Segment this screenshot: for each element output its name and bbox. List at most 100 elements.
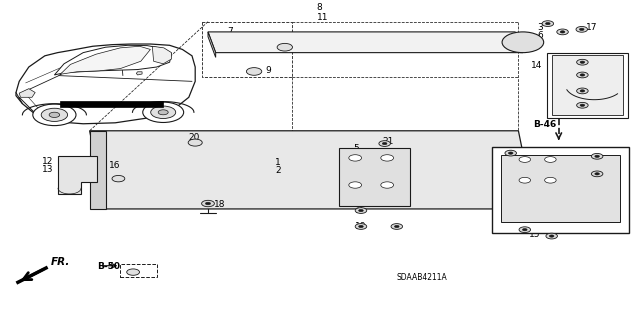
Circle shape [545, 157, 556, 162]
Text: 21: 21 [383, 137, 394, 146]
Circle shape [33, 104, 76, 126]
Circle shape [546, 233, 557, 239]
Circle shape [358, 225, 364, 228]
Circle shape [577, 88, 588, 94]
Circle shape [595, 155, 600, 158]
Circle shape [202, 200, 214, 207]
Text: 14: 14 [531, 61, 543, 70]
Circle shape [522, 228, 527, 231]
Text: 13: 13 [42, 165, 53, 174]
Text: 9: 9 [266, 66, 271, 75]
Circle shape [580, 90, 585, 92]
Circle shape [391, 224, 403, 229]
Text: 15: 15 [355, 206, 367, 215]
Text: 9: 9 [301, 42, 307, 51]
Circle shape [49, 112, 60, 117]
Circle shape [579, 28, 584, 31]
Circle shape [381, 155, 394, 161]
Circle shape [349, 155, 362, 161]
Polygon shape [90, 131, 534, 209]
Text: 11: 11 [317, 13, 328, 22]
Text: 19: 19 [355, 222, 367, 231]
Text: 3: 3 [538, 23, 543, 32]
Polygon shape [16, 44, 195, 124]
Circle shape [508, 152, 513, 154]
Circle shape [394, 225, 399, 228]
FancyBboxPatch shape [60, 101, 163, 107]
Polygon shape [208, 32, 216, 57]
Circle shape [381, 182, 394, 188]
Text: 18: 18 [214, 200, 226, 209]
Polygon shape [547, 53, 628, 118]
Text: 7: 7 [227, 27, 233, 36]
Polygon shape [136, 72, 142, 75]
Text: 21: 21 [495, 147, 506, 156]
Circle shape [358, 209, 364, 212]
Text: B-46: B-46 [533, 120, 556, 129]
Polygon shape [19, 89, 35, 97]
Circle shape [355, 208, 367, 213]
Text: B-50: B-50 [97, 262, 120, 271]
Polygon shape [339, 148, 410, 206]
Circle shape [41, 108, 68, 122]
Text: 5: 5 [353, 144, 359, 153]
Circle shape [560, 31, 565, 33]
Text: FR.: FR. [51, 257, 70, 267]
Polygon shape [501, 155, 620, 222]
Polygon shape [208, 32, 523, 53]
Circle shape [505, 150, 516, 156]
Circle shape [277, 43, 292, 51]
Circle shape [519, 227, 531, 233]
Circle shape [158, 110, 168, 115]
Circle shape [355, 224, 367, 229]
Circle shape [549, 235, 554, 237]
Polygon shape [90, 131, 106, 209]
Circle shape [542, 21, 554, 26]
Text: 10: 10 [227, 35, 239, 44]
Circle shape [580, 74, 585, 76]
Circle shape [557, 29, 568, 35]
Circle shape [577, 59, 588, 65]
Polygon shape [152, 46, 172, 64]
Text: 15: 15 [529, 230, 540, 239]
Circle shape [349, 182, 362, 188]
Circle shape [519, 157, 531, 162]
Circle shape [580, 104, 585, 107]
Text: 8: 8 [317, 4, 323, 12]
Text: 12: 12 [42, 157, 53, 166]
Text: 20: 20 [189, 133, 200, 142]
Text: 4: 4 [602, 165, 607, 174]
Text: 6: 6 [538, 31, 543, 40]
Circle shape [576, 26, 588, 32]
Circle shape [382, 142, 387, 145]
Circle shape [545, 177, 556, 183]
Polygon shape [58, 156, 97, 194]
Text: 16: 16 [109, 161, 120, 170]
Circle shape [577, 102, 588, 108]
Circle shape [591, 171, 603, 177]
FancyBboxPatch shape [552, 55, 623, 115]
Text: 1: 1 [275, 158, 281, 167]
Text: 14: 14 [531, 169, 543, 178]
Circle shape [580, 61, 585, 63]
Polygon shape [54, 45, 172, 75]
Text: SDAAB4211A: SDAAB4211A [397, 273, 447, 282]
Polygon shape [59, 46, 150, 76]
Circle shape [127, 269, 140, 275]
Circle shape [502, 32, 543, 53]
Circle shape [595, 173, 600, 175]
Text: 17: 17 [586, 23, 597, 32]
Circle shape [591, 153, 603, 159]
Circle shape [519, 177, 531, 183]
Circle shape [112, 175, 125, 182]
Circle shape [577, 72, 588, 78]
Text: 2: 2 [275, 166, 281, 175]
Circle shape [379, 141, 390, 146]
Circle shape [246, 68, 262, 75]
Circle shape [188, 139, 202, 146]
FancyBboxPatch shape [492, 147, 629, 233]
Circle shape [545, 22, 550, 25]
Circle shape [143, 102, 184, 122]
Circle shape [150, 106, 176, 119]
Circle shape [205, 202, 211, 205]
